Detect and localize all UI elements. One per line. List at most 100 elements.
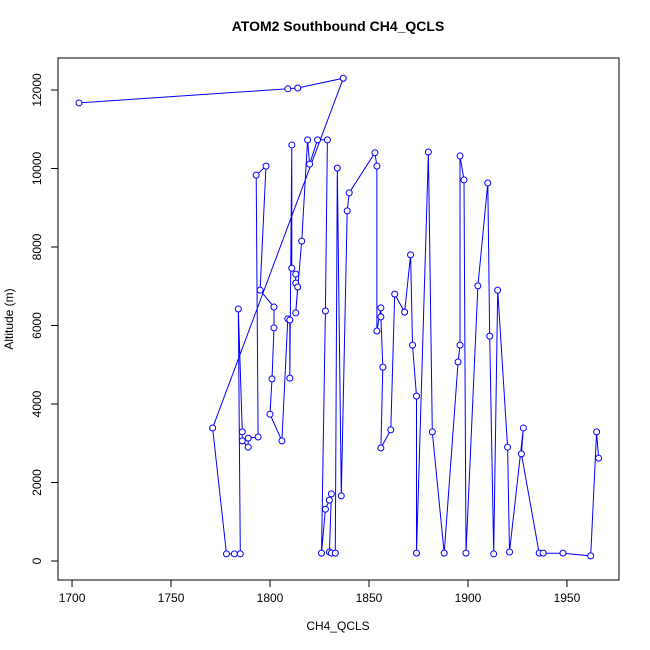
data-point [304, 136, 312, 144]
y-tick-label: 2000 [30, 469, 44, 496]
data-point [75, 99, 83, 107]
x-tick-label: 1700 [59, 591, 86, 605]
data-point [254, 433, 262, 441]
data-point [238, 437, 246, 445]
data-line [78, 77, 600, 557]
data-point [339, 74, 347, 82]
data-point [428, 428, 436, 436]
data-point [288, 264, 296, 272]
data-point [506, 548, 514, 556]
data-point [486, 332, 494, 340]
data-point [292, 309, 300, 317]
data-point [474, 282, 482, 290]
data-point [252, 171, 260, 179]
data-point [278, 437, 286, 445]
data-point [284, 85, 292, 93]
data-point [317, 549, 325, 557]
data-point [288, 141, 296, 149]
x-tick-label: 1800 [257, 591, 284, 605]
data-point [494, 286, 502, 294]
data-point [440, 549, 448, 557]
data-point [262, 162, 270, 170]
x-tick-label: 1900 [455, 591, 482, 605]
data-point [321, 307, 329, 315]
data-point [314, 136, 322, 144]
y-tick-label: 12000 [30, 73, 44, 107]
data-point [286, 316, 294, 324]
data-point [454, 358, 462, 366]
data-point [460, 176, 468, 184]
x-tick-label: 1850 [356, 591, 383, 605]
data-point [331, 549, 339, 557]
data-point [377, 313, 385, 321]
data-point [407, 251, 415, 259]
data-point [209, 424, 217, 432]
data-point [587, 552, 595, 560]
data-point [230, 550, 238, 558]
data-point [345, 189, 353, 197]
y-axis-label: Altitude (m) [2, 288, 16, 349]
chart-title: ATOM2 Southbound CH4_QCLS [232, 18, 445, 34]
data-point [298, 237, 306, 245]
data-point [325, 496, 333, 504]
data-point [373, 162, 381, 170]
data-point [337, 492, 345, 500]
x-tick-label: 1750 [158, 591, 185, 605]
data-point [270, 303, 278, 311]
data-point [409, 341, 417, 349]
x-tick-label: 1950 [554, 591, 581, 605]
data-point [387, 426, 395, 434]
data-point [244, 434, 252, 442]
data-point [343, 207, 351, 215]
x-axis-label: CH4_QCLS [306, 619, 369, 633]
data-point [294, 84, 302, 92]
data-point [559, 549, 567, 557]
data-point [292, 270, 300, 278]
data-point [333, 164, 341, 172]
data-point [306, 160, 314, 168]
data-point [595, 454, 603, 462]
data-point [519, 424, 527, 432]
data-point [238, 428, 246, 436]
data-point [222, 550, 230, 558]
plot-frame [57, 57, 620, 581]
data-point [234, 305, 242, 313]
data-point [517, 450, 525, 458]
data-point [256, 286, 264, 294]
data-point [377, 304, 385, 312]
data-point [456, 341, 464, 349]
data-point [266, 410, 274, 418]
data-point [456, 152, 464, 160]
data-point [412, 549, 420, 557]
data-point [412, 392, 420, 400]
y-tick-label: 4000 [30, 390, 44, 417]
data-point [379, 363, 387, 371]
data-point [244, 443, 252, 451]
data-point [270, 324, 278, 332]
data-point [424, 148, 432, 156]
y-tick-label: 0 [30, 557, 44, 564]
data-point [268, 375, 276, 383]
data-point [286, 374, 294, 382]
y-tick-label: 6000 [30, 312, 44, 339]
data-point [371, 149, 379, 157]
data-point [294, 283, 302, 291]
y-tick-label: 10000 [30, 151, 44, 185]
data-point [323, 136, 331, 144]
data-point [462, 549, 470, 557]
data-point [236, 550, 244, 558]
data-point [377, 444, 385, 452]
data-point [539, 549, 547, 557]
data-point [391, 290, 399, 298]
data-point [321, 505, 329, 513]
data-point [490, 550, 498, 558]
data-point [401, 308, 409, 316]
data-point [373, 327, 381, 335]
data-point [593, 428, 601, 436]
data-point [504, 443, 512, 451]
y-tick-label: 8000 [30, 233, 44, 260]
data-point [484, 179, 492, 187]
data-point [327, 490, 335, 498]
